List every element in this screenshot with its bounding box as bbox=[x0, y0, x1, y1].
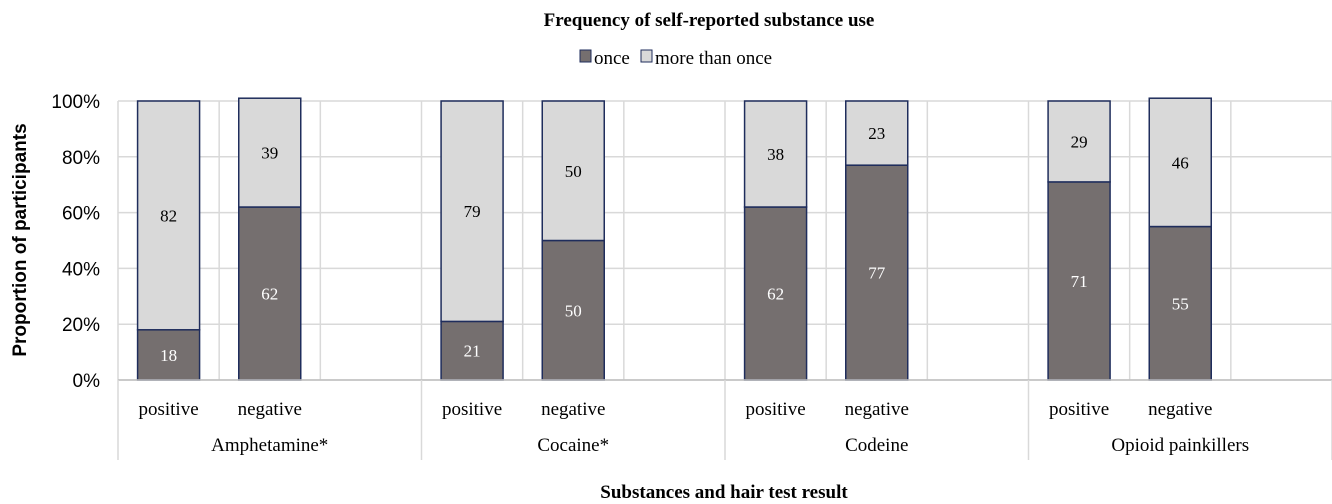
data-label-more-than-once: 79 bbox=[464, 202, 481, 221]
data-label-once: 62 bbox=[261, 285, 278, 304]
legend-swatch-once bbox=[579, 49, 592, 63]
y-tick-label: 0% bbox=[73, 371, 101, 392]
bar-more-than-once-opioid-painkillers-negative bbox=[1148, 97, 1212, 228]
bar-once-opioid-painkillers-negative bbox=[1148, 225, 1212, 381]
bar-more-than-once-opioid-painkillers-positive bbox=[1047, 100, 1111, 183]
y-tick-label: 80% bbox=[62, 148, 100, 169]
chart-title: Frequency of self-reported substance use bbox=[544, 10, 875, 31]
y-tick-label: 40% bbox=[62, 259, 100, 280]
x-category-label: negative bbox=[845, 399, 909, 420]
bar-once-codeine-positive bbox=[743, 206, 808, 381]
y-tick-label: 100% bbox=[51, 92, 100, 113]
x-category-label: negative bbox=[1148, 399, 1212, 420]
legend-label-more-than-once: more than once bbox=[655, 48, 772, 69]
bars: 18 82 62 39 21 79 50 50 62 38 77 23 71 29 55 46 bbox=[136, 97, 1212, 381]
legend: once more than once bbox=[579, 48, 772, 69]
bar-more-than-once-amphetamine-positive bbox=[136, 100, 201, 331]
legend-label-once: once bbox=[594, 48, 630, 69]
x-category-label: negative bbox=[541, 399, 605, 420]
x-group-label-amphetamine: Amphetamine* bbox=[211, 435, 328, 456]
data-label-more-than-once: 38 bbox=[767, 145, 784, 164]
data-label-more-than-once: 23 bbox=[868, 124, 885, 143]
data-label-once: 21 bbox=[464, 342, 481, 361]
data-label-more-than-once: 39 bbox=[261, 144, 278, 163]
x-category-label: positive bbox=[138, 399, 198, 420]
data-label-more-than-once: 29 bbox=[1071, 132, 1088, 151]
x-group-label-opioid-painkillers: Opioid painkillers bbox=[1111, 435, 1249, 456]
data-label-once: 62 bbox=[767, 285, 784, 304]
data-label-once: 71 bbox=[1071, 272, 1088, 291]
x-axis-label: Substances and hair test result bbox=[600, 482, 848, 503]
bar-once-cocaine-negative bbox=[541, 239, 605, 381]
y-axis-label: Proportion of participants bbox=[10, 123, 31, 356]
bar-once-opioid-painkillers-positive bbox=[1047, 181, 1111, 381]
x-group-label-codeine: Codeine bbox=[845, 435, 908, 456]
data-label-once: 50 bbox=[565, 301, 582, 320]
bar-more-than-once-cocaine-positive bbox=[440, 100, 504, 323]
data-label-once: 18 bbox=[160, 346, 177, 365]
y-tick-label: 60% bbox=[62, 204, 100, 225]
data-label-once: 55 bbox=[1172, 294, 1189, 313]
x-category-label: positive bbox=[745, 399, 805, 420]
legend-swatch-more-than-once bbox=[640, 49, 653, 63]
bar-more-than-once-codeine-positive bbox=[743, 100, 808, 208]
y-axis-ticks: 0% 20% 40% 60% 80% 100% bbox=[51, 92, 100, 392]
bar-more-than-once-cocaine-negative bbox=[541, 100, 605, 242]
bar-more-than-once-codeine-negative bbox=[845, 100, 909, 166]
x-category-label: positive bbox=[442, 399, 502, 420]
data-label-once: 77 bbox=[868, 264, 886, 283]
gridlines bbox=[117, 100, 1332, 381]
x-group-label-cocaine: Cocaine* bbox=[537, 435, 609, 456]
bar-once-cocaine-positive bbox=[440, 320, 504, 381]
bar-more-than-once-amphetamine-negative bbox=[238, 97, 302, 208]
data-label-more-than-once: 50 bbox=[565, 162, 582, 181]
data-label-more-than-once: 82 bbox=[160, 206, 177, 225]
data-label-more-than-once: 46 bbox=[1172, 153, 1189, 172]
bar-once-codeine-negative bbox=[845, 164, 909, 381]
x-category-label: negative bbox=[238, 399, 302, 420]
x-category-label: positive bbox=[1049, 399, 1109, 420]
y-tick-label: 20% bbox=[62, 315, 100, 336]
x-axis: positive negative positive negative positive… bbox=[117, 379, 1332, 460]
